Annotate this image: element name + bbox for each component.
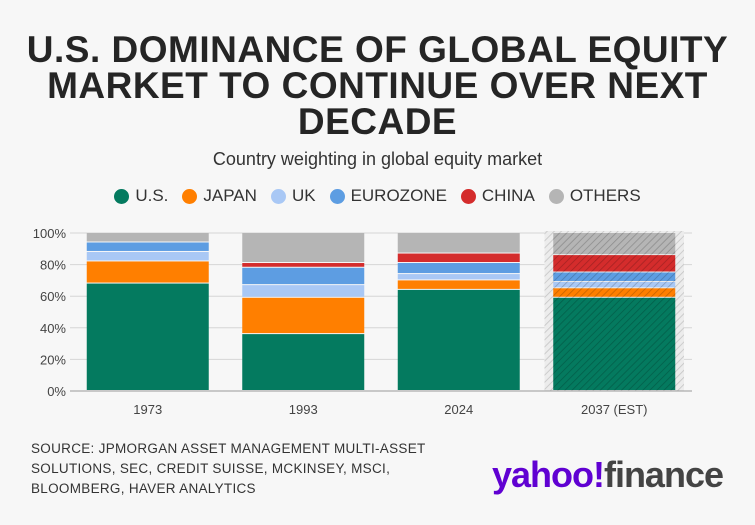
chart-title: U.S. DOMINANCE OF GLOBAL EQUITY MARKET T… [26, 29, 729, 142]
bar-segment [242, 263, 365, 267]
bar-segment-hatch [553, 233, 676, 255]
chart-subtitle: Country weighting in global equity marke… [212, 149, 543, 169]
x-tick-label: 1973 [133, 402, 162, 417]
bar-segment-hatch [553, 281, 676, 288]
bar-segment [397, 233, 520, 253]
bar-segment-hatch [553, 288, 676, 297]
logo-part-yahoo: yahoo! [491, 454, 605, 495]
bar-segment [86, 242, 209, 251]
bar-segment [86, 283, 209, 390]
bar-segment [242, 297, 365, 334]
legend-swatch [270, 188, 286, 204]
y-tick-label: 0% [47, 384, 66, 399]
legend-item: U.S. [114, 186, 168, 206]
bar-segment [242, 267, 365, 285]
legend-label: EUROZONE [350, 186, 447, 205]
legend-swatch [548, 188, 564, 204]
legend-item: CHINA [460, 186, 535, 206]
bar-segment [242, 334, 365, 390]
legend-label: JAPAN [203, 186, 257, 205]
y-tick-label: 40% [40, 321, 66, 336]
legend: U.S. JAPAN UK EUROZONE CHINA OTHERS [0, 186, 755, 206]
x-tick-label: 2037 (EST) [581, 402, 647, 417]
bar-segment-hatch [553, 255, 676, 272]
x-tick-label: 1993 [289, 402, 318, 417]
bar-segment [86, 251, 209, 261]
bar-segment [86, 233, 209, 242]
bar-segment [242, 285, 365, 297]
bar-segment [86, 261, 209, 283]
bar-segment-hatch [553, 272, 676, 281]
bar-segment [397, 253, 520, 263]
legend-label: U.S. [135, 186, 169, 205]
yahoo-finance-logo: yahoo!finance [491, 454, 724, 496]
legend-label: UK [291, 186, 316, 205]
legend-swatch [460, 188, 476, 204]
logo-part-finance: finance [603, 454, 724, 495]
legend-item: JAPAN [182, 186, 257, 206]
bar-segment [397, 280, 520, 289]
legend-swatch [114, 188, 130, 204]
legend-item: OTHERS [548, 186, 641, 206]
bar-segment [397, 289, 520, 390]
legend-item: EUROZONE [329, 186, 447, 206]
bar-segment [397, 263, 520, 274]
bar-segment [397, 274, 520, 280]
y-tick-label: 20% [40, 352, 66, 367]
y-tick-label: 100% [33, 226, 67, 241]
bar-segment-hatch [553, 297, 676, 390]
legend-swatch [182, 188, 198, 204]
legend-label: CHINA [481, 186, 535, 205]
x-tick-label: 2024 [444, 402, 473, 417]
source-note: SOURCE: JPMORGAN ASSET MANAGEMENT MULTI-… [31, 441, 426, 496]
y-tick-label: 80% [40, 258, 66, 273]
y-tick-label: 60% [40, 289, 66, 304]
legend-item: UK [270, 186, 316, 206]
legend-label: OTHERS [569, 186, 641, 205]
bar-segment [242, 233, 365, 263]
legend-swatch [329, 188, 345, 204]
